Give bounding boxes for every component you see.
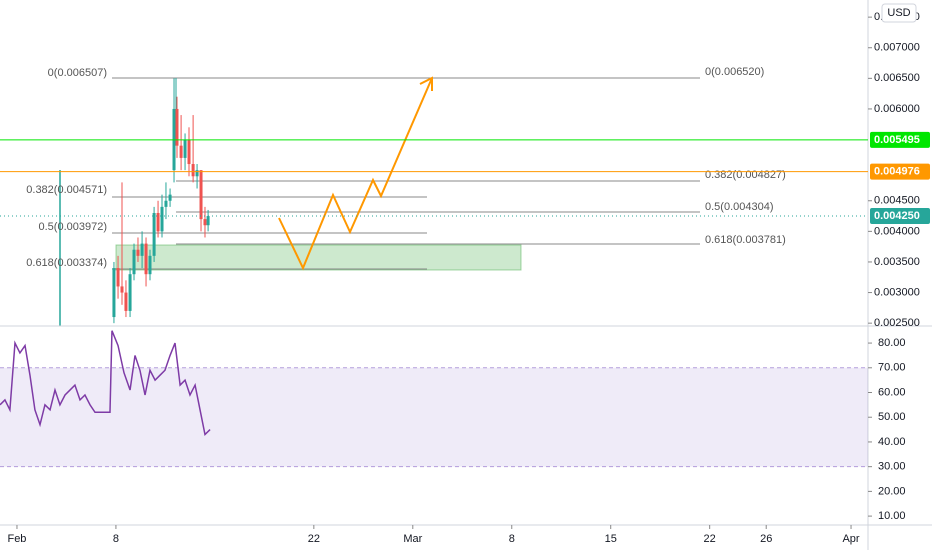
candle-body (144, 243, 148, 275)
candle-body (195, 170, 199, 177)
y-tick-label: 0.007000 (874, 42, 920, 54)
rsi-tick-label: 80.00 (878, 337, 906, 349)
y-tick-label: 0.002500 (874, 317, 920, 329)
x-tick-label: 8 (509, 533, 515, 545)
candle-body (124, 292, 128, 311)
fib-label: 0.618(0.003781) (705, 234, 786, 246)
x-tick-label: 8 (113, 533, 119, 545)
rsi-band (0, 367, 868, 467)
candle-body (206, 216, 210, 226)
candle-body (136, 249, 140, 256)
candle-body (179, 145, 183, 158)
zone-box (115, 244, 522, 271)
projection-arrow (419, 76, 433, 91)
candle-body (191, 164, 195, 177)
y-tick-label: 0.003000 (874, 286, 920, 298)
y-tick-label: 0.006500 (874, 72, 920, 84)
fib-label: 0.618(0.003374) (26, 257, 107, 269)
rsi-tick-label: 60.00 (878, 386, 906, 398)
candle-body (187, 139, 191, 165)
candle-body (112, 268, 116, 318)
x-tick-label: 22 (704, 533, 716, 545)
rsi-tick-label: 50.00 (878, 411, 906, 423)
candle-body (183, 139, 187, 158)
candle-body (148, 255, 152, 275)
price-tag (870, 131, 930, 148)
price-tag-label: 0.004976 (874, 166, 920, 178)
candle-body (203, 219, 207, 226)
rsi-tick-label: 40.00 (878, 436, 906, 448)
candle-body (140, 243, 144, 256)
y-tick-label: 0.004000 (874, 225, 920, 237)
candle-body (168, 194, 172, 201)
projection-path (278, 77, 433, 271)
rsi-tick-label: 20.00 (878, 485, 906, 497)
rsi-line (0, 330, 211, 437)
rsi-tick-label: 10.00 (878, 510, 906, 522)
currency-label: USD (887, 7, 910, 19)
price-tag-label: 0.005495 (874, 134, 920, 146)
fib-label: 0(0.006520) (705, 66, 764, 78)
candle-body (116, 268, 120, 287)
price-tag (870, 208, 930, 225)
candle-body (199, 170, 203, 220)
candle-body (128, 274, 132, 311)
x-tick-label: 22 (308, 533, 320, 545)
price-tag (870, 163, 930, 180)
candle-body (175, 108, 179, 146)
y-tick-label: 0.006000 (874, 103, 920, 115)
x-tick-label: Mar (403, 533, 422, 545)
candle-body (152, 212, 156, 256)
candle-body (164, 200, 168, 207)
rsi-tick-label: 70.00 (878, 362, 906, 374)
candle-body (120, 286, 124, 293)
x-tick-label: 26 (760, 533, 772, 545)
fib-label: 0.5(0.003972) (39, 221, 108, 233)
rsi-tick-label: 30.00 (878, 461, 906, 473)
y-tick-label: 0.003500 (874, 256, 920, 268)
x-tick-label: 15 (605, 533, 617, 545)
y-tick-label: 0.004500 (874, 195, 920, 207)
fib-label: 0.5(0.004304) (705, 201, 774, 213)
x-tick-label: Feb (7, 533, 26, 545)
currency-badge[interactable] (881, 3, 917, 23)
candle-body (160, 206, 164, 232)
fib-label: 0(0.006507) (48, 67, 107, 79)
fib-label: 0.382(0.004827) (705, 169, 786, 181)
price-pane: 0(0.006507) 0.382(0.004571) 0.5(0.003972… (26, 66, 786, 326)
price-tag-label: 0.004250 (874, 210, 920, 222)
candle-body (132, 249, 136, 275)
candle-body (156, 212, 160, 232)
fib-label: 0.382(0.004571) (26, 184, 107, 196)
x-tick-label: Apr (842, 533, 859, 545)
